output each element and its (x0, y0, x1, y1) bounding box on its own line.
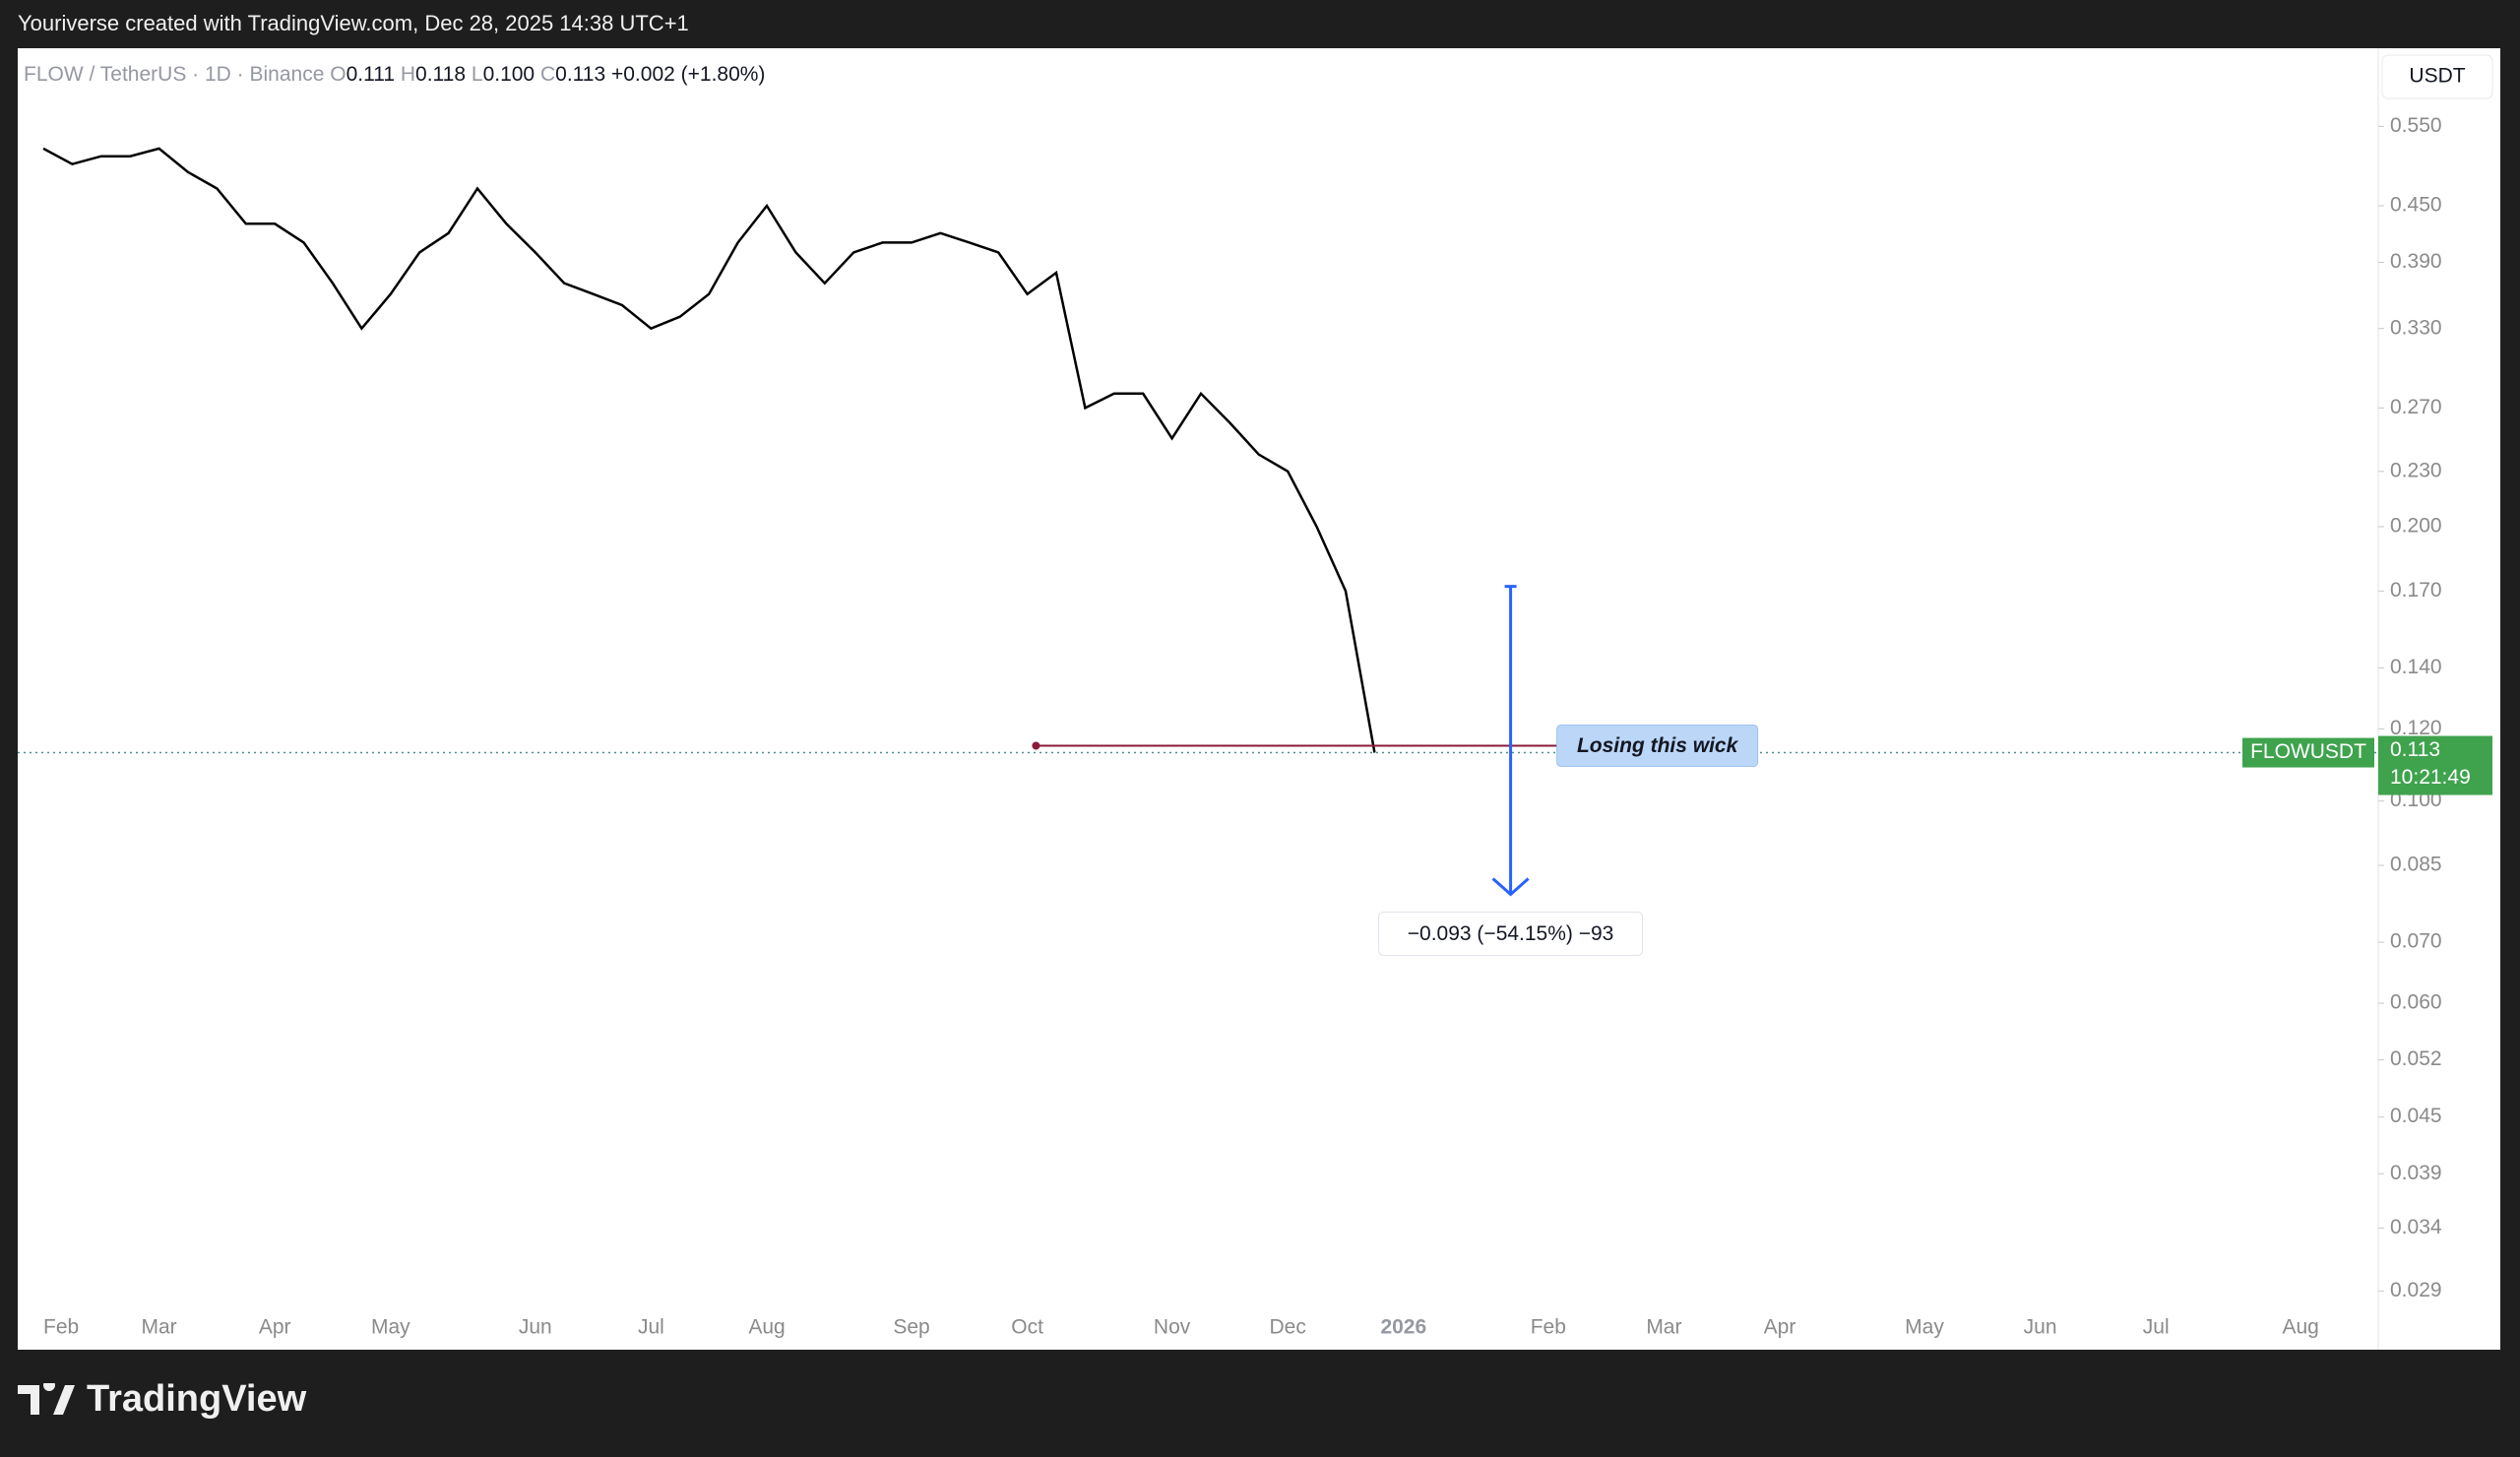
y-tick-label: 0.140 (2390, 656, 2442, 678)
level-label-box (1556, 724, 1759, 767)
symbol-label: FLOWUSDT (2250, 740, 2366, 763)
y-tick-label: 0.120 (2390, 717, 2442, 739)
top-bar: Youriverse created with TradingView.com,… (0, 0, 2520, 47)
y-tick-label: 0.550 (2390, 114, 2442, 137)
currency-label: USDT (2409, 65, 2465, 88)
x-tick-label: May (371, 1316, 410, 1339)
legend-item: O (330, 63, 346, 86)
currency-button[interactable] (2381, 54, 2493, 99)
arrow-head (1491, 877, 1530, 897)
legend-item: 0.100 (483, 63, 536, 86)
x-tick-label: Aug (748, 1316, 785, 1339)
x-tick-label: Mar (1646, 1316, 1681, 1339)
x-tick-label: Jul (2143, 1316, 2170, 1339)
chart-panel (18, 48, 2500, 1350)
y-tick-label: 0.170 (2390, 579, 2442, 602)
y-tick-label: 0.200 (2390, 515, 2442, 538)
x-tick-label: Dec (1270, 1316, 1306, 1339)
footer: TradingView (18, 1378, 306, 1421)
countdown-label: 10:21:49 (2390, 766, 2471, 789)
legend-item: L (472, 63, 483, 86)
x-tick-label: Apr (259, 1316, 291, 1339)
legend-item: +0.002 (+1.80%) (611, 63, 765, 86)
x-tick-label: Nov (1154, 1316, 1191, 1339)
price-tag (2378, 735, 2492, 795)
x-tick-label: Jul (638, 1316, 664, 1339)
y-tick-label: 0.029 (2390, 1279, 2442, 1301)
legend-item: H (401, 63, 415, 86)
x-tick-label: 2026 (1380, 1316, 1426, 1339)
x-tick-label: Apr (1764, 1316, 1796, 1339)
y-tick-label: 0.085 (2390, 854, 2442, 876)
y-tick-label: 0.039 (2390, 1162, 2442, 1184)
legend-item: C (540, 63, 555, 86)
caption: Youriverse created with TradingView.com,… (18, 11, 689, 35)
y-tick-label: 0.390 (2390, 250, 2442, 273)
x-tick-label: Sep (893, 1316, 929, 1339)
ohlc-legend: FLOW / TetherUS · 1D · Binance O0.111 H0… (24, 63, 765, 86)
level-label: Losing this wick (1577, 734, 1739, 757)
legend-item: 0.113 (555, 63, 605, 86)
x-tick-label: Mar (142, 1316, 177, 1339)
x-tick-label: Feb (43, 1316, 79, 1339)
x-tick-label: May (1905, 1316, 1944, 1339)
legend-item: FLOW / TetherUS · 1D · Binance (24, 63, 324, 86)
x-tick-label: Feb (1531, 1316, 1566, 1339)
level-anchor (1032, 741, 1040, 750)
y-tick-label: 0.270 (2390, 396, 2442, 418)
x-tick-label: Aug (2283, 1316, 2319, 1339)
price-line (42, 147, 1376, 753)
y-tick-label: 0.045 (2390, 1105, 2442, 1127)
logo-icon (18, 1382, 75, 1415)
y-tick-label: 0.330 (2390, 316, 2442, 339)
x-tick-label: Jun (2024, 1316, 2057, 1339)
price-label: 0.113 (2390, 738, 2440, 761)
legend-item: 0.118 (415, 63, 466, 86)
y-tick-label: 0.052 (2390, 1047, 2442, 1070)
symbol-tag (2242, 737, 2374, 768)
y-tick-label: 0.060 (2390, 991, 2442, 1014)
brand: TradingView (87, 1378, 307, 1420)
x-tick-label: Jun (519, 1316, 552, 1339)
y-tick-label: 0.034 (2390, 1216, 2442, 1238)
x-tick-label: Oct (1011, 1316, 1043, 1339)
measure-label-box (1378, 911, 1644, 956)
measure-label: −0.093 (−54.15%) −93 (1408, 922, 1614, 945)
y-tick-label: 0.070 (2390, 930, 2442, 953)
y-tick-label: 0.450 (2390, 194, 2442, 217)
y-tick-label: 0.230 (2390, 459, 2442, 481)
legend-item: 0.111 (346, 63, 395, 86)
